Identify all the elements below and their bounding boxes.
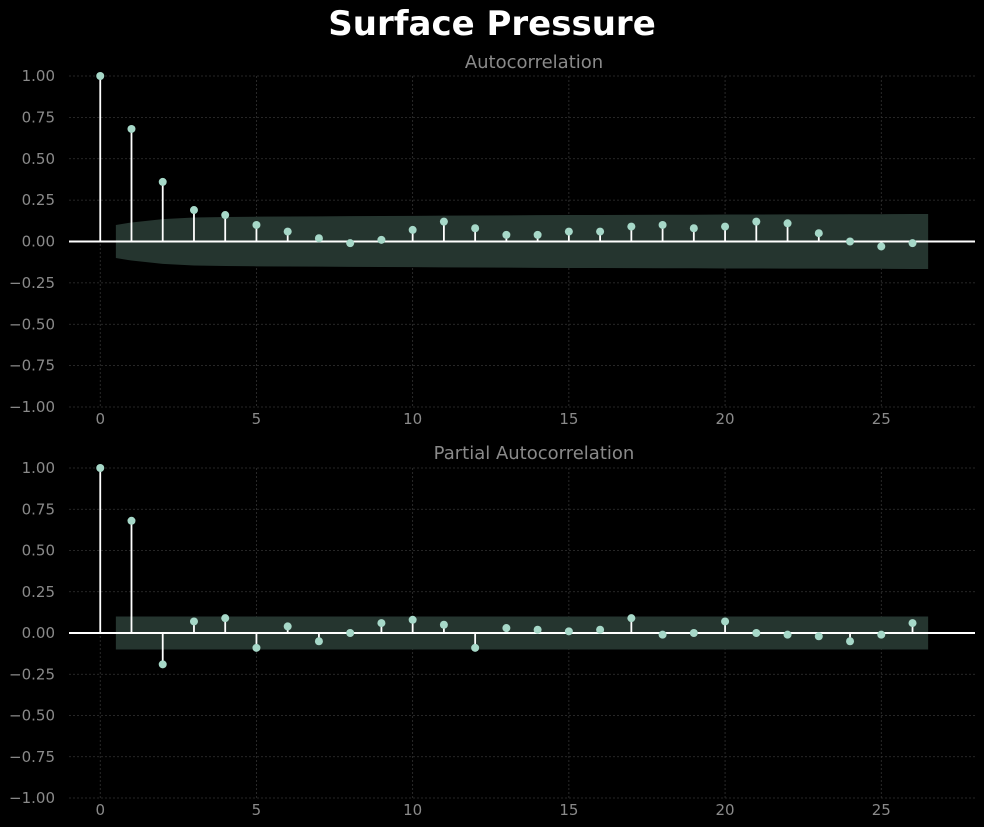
y-tick-label: 0.75 <box>22 500 55 518</box>
y-tick-label: 0.25 <box>22 583 55 601</box>
marker-lag-14 <box>533 625 542 634</box>
y-tick-label: −0.75 <box>9 748 55 766</box>
marker-lag-21 <box>752 629 761 637</box>
marker-lag-23 <box>814 229 823 238</box>
marker-lag-13 <box>502 230 511 239</box>
x-tick-label: 25 <box>872 410 891 428</box>
marker-lag-12 <box>471 224 480 233</box>
page-title: Surface Pressure <box>328 4 656 44</box>
marker-lag-24 <box>846 637 855 646</box>
marker-lag-26 <box>908 619 917 628</box>
y-tick-label: 1.00 <box>22 459 55 477</box>
x-tick-label: 15 <box>559 801 578 819</box>
x-tick-label: 20 <box>716 410 735 428</box>
y-tick-label: −1.00 <box>9 398 55 416</box>
marker-lag-7 <box>314 637 323 646</box>
x-tick-label: 0 <box>95 410 105 428</box>
marker-lag-17 <box>627 222 636 231</box>
marker-lag-0 <box>96 72 105 80</box>
marker-lag-0 <box>96 464 105 472</box>
marker-lag-25 <box>877 630 886 639</box>
autocorrelation-panel: Autocorrelation 1.00 0.75 0.50 0.25 0.00 −0.25… <box>9 52 975 428</box>
marker-lag-4 <box>221 614 230 623</box>
x-tick-label: 20 <box>716 801 735 819</box>
marker-lag-15 <box>564 227 573 236</box>
x-tick-label: 0 <box>95 801 105 819</box>
y-tick-label: −0.75 <box>9 357 55 375</box>
marker-lag-16 <box>596 625 605 634</box>
marker-lag-13 <box>502 624 511 633</box>
marker-lag-16 <box>596 227 605 236</box>
marker-lag-20 <box>721 222 730 231</box>
marker-lag-23 <box>814 632 823 641</box>
marker-lag-1 <box>127 516 136 525</box>
marker-lag-7 <box>314 234 323 243</box>
y-tick-label: 0.25 <box>22 191 55 209</box>
marker-lag-10 <box>408 225 417 234</box>
marker-lag-20 <box>721 617 730 626</box>
marker-lag-6 <box>283 227 292 236</box>
x-tick-label: 15 <box>559 410 578 428</box>
x-tick-label: 10 <box>403 410 422 428</box>
marker-lag-2 <box>158 177 167 186</box>
marker-lag-18 <box>658 630 667 639</box>
marker-lag-11 <box>439 620 448 629</box>
x-tick-label: 5 <box>252 410 262 428</box>
panel-title: Partial Autocorrelation <box>434 443 635 464</box>
marker-lag-15 <box>564 627 573 636</box>
y-tick-label: −0.25 <box>9 274 55 292</box>
marker-lag-22 <box>783 630 792 639</box>
y-tick-label: 0.75 <box>22 108 55 126</box>
marker-lag-19 <box>689 629 698 637</box>
marker-lag-19 <box>689 224 698 233</box>
marker-lag-10 <box>408 615 417 624</box>
marker-lag-2 <box>158 660 167 669</box>
x-tick-label: 25 <box>872 801 891 819</box>
y-tick-label: −1.00 <box>9 789 55 807</box>
y-tick-label: −0.50 <box>9 707 55 725</box>
marker-lag-14 <box>533 230 542 239</box>
marker-lag-25 <box>877 242 886 251</box>
marker-lag-5 <box>252 643 261 652</box>
y-tick-label: 1.00 <box>22 67 55 85</box>
y-tick-label: −0.50 <box>9 315 55 333</box>
y-tick-label: 0.50 <box>22 150 55 168</box>
marker-lag-8 <box>346 629 355 637</box>
marker-lag-24 <box>846 237 855 246</box>
panel-title: Autocorrelation <box>465 52 603 73</box>
marker-lag-8 <box>346 239 355 248</box>
marker-lag-4 <box>221 211 230 220</box>
y-tick-label: 0.50 <box>22 542 55 560</box>
y-tick-label: 0.00 <box>22 624 55 642</box>
y-tick-label: 0.00 <box>22 233 55 251</box>
marker-lag-18 <box>658 220 667 229</box>
x-tick-label: 10 <box>403 801 422 819</box>
partial-autocorrelation-panel: Partial Autocorrelation 1.00 0.75 0.50 0.25 0… <box>9 443 975 819</box>
marker-lag-3 <box>189 206 198 215</box>
marker-lag-1 <box>127 124 136 133</box>
marker-lag-3 <box>189 617 198 626</box>
marker-lag-11 <box>439 217 448 226</box>
y-tick-label: −0.25 <box>9 665 55 683</box>
marker-lag-12 <box>471 643 480 652</box>
x-tick-label: 5 <box>252 801 262 819</box>
marker-lag-22 <box>783 219 792 228</box>
marker-lag-6 <box>283 622 292 631</box>
marker-lag-26 <box>908 239 917 248</box>
marker-lag-17 <box>627 614 636 623</box>
marker-lag-21 <box>752 217 761 226</box>
marker-lag-9 <box>377 235 386 244</box>
marker-lag-5 <box>252 220 261 229</box>
marker-lag-9 <box>377 619 386 628</box>
